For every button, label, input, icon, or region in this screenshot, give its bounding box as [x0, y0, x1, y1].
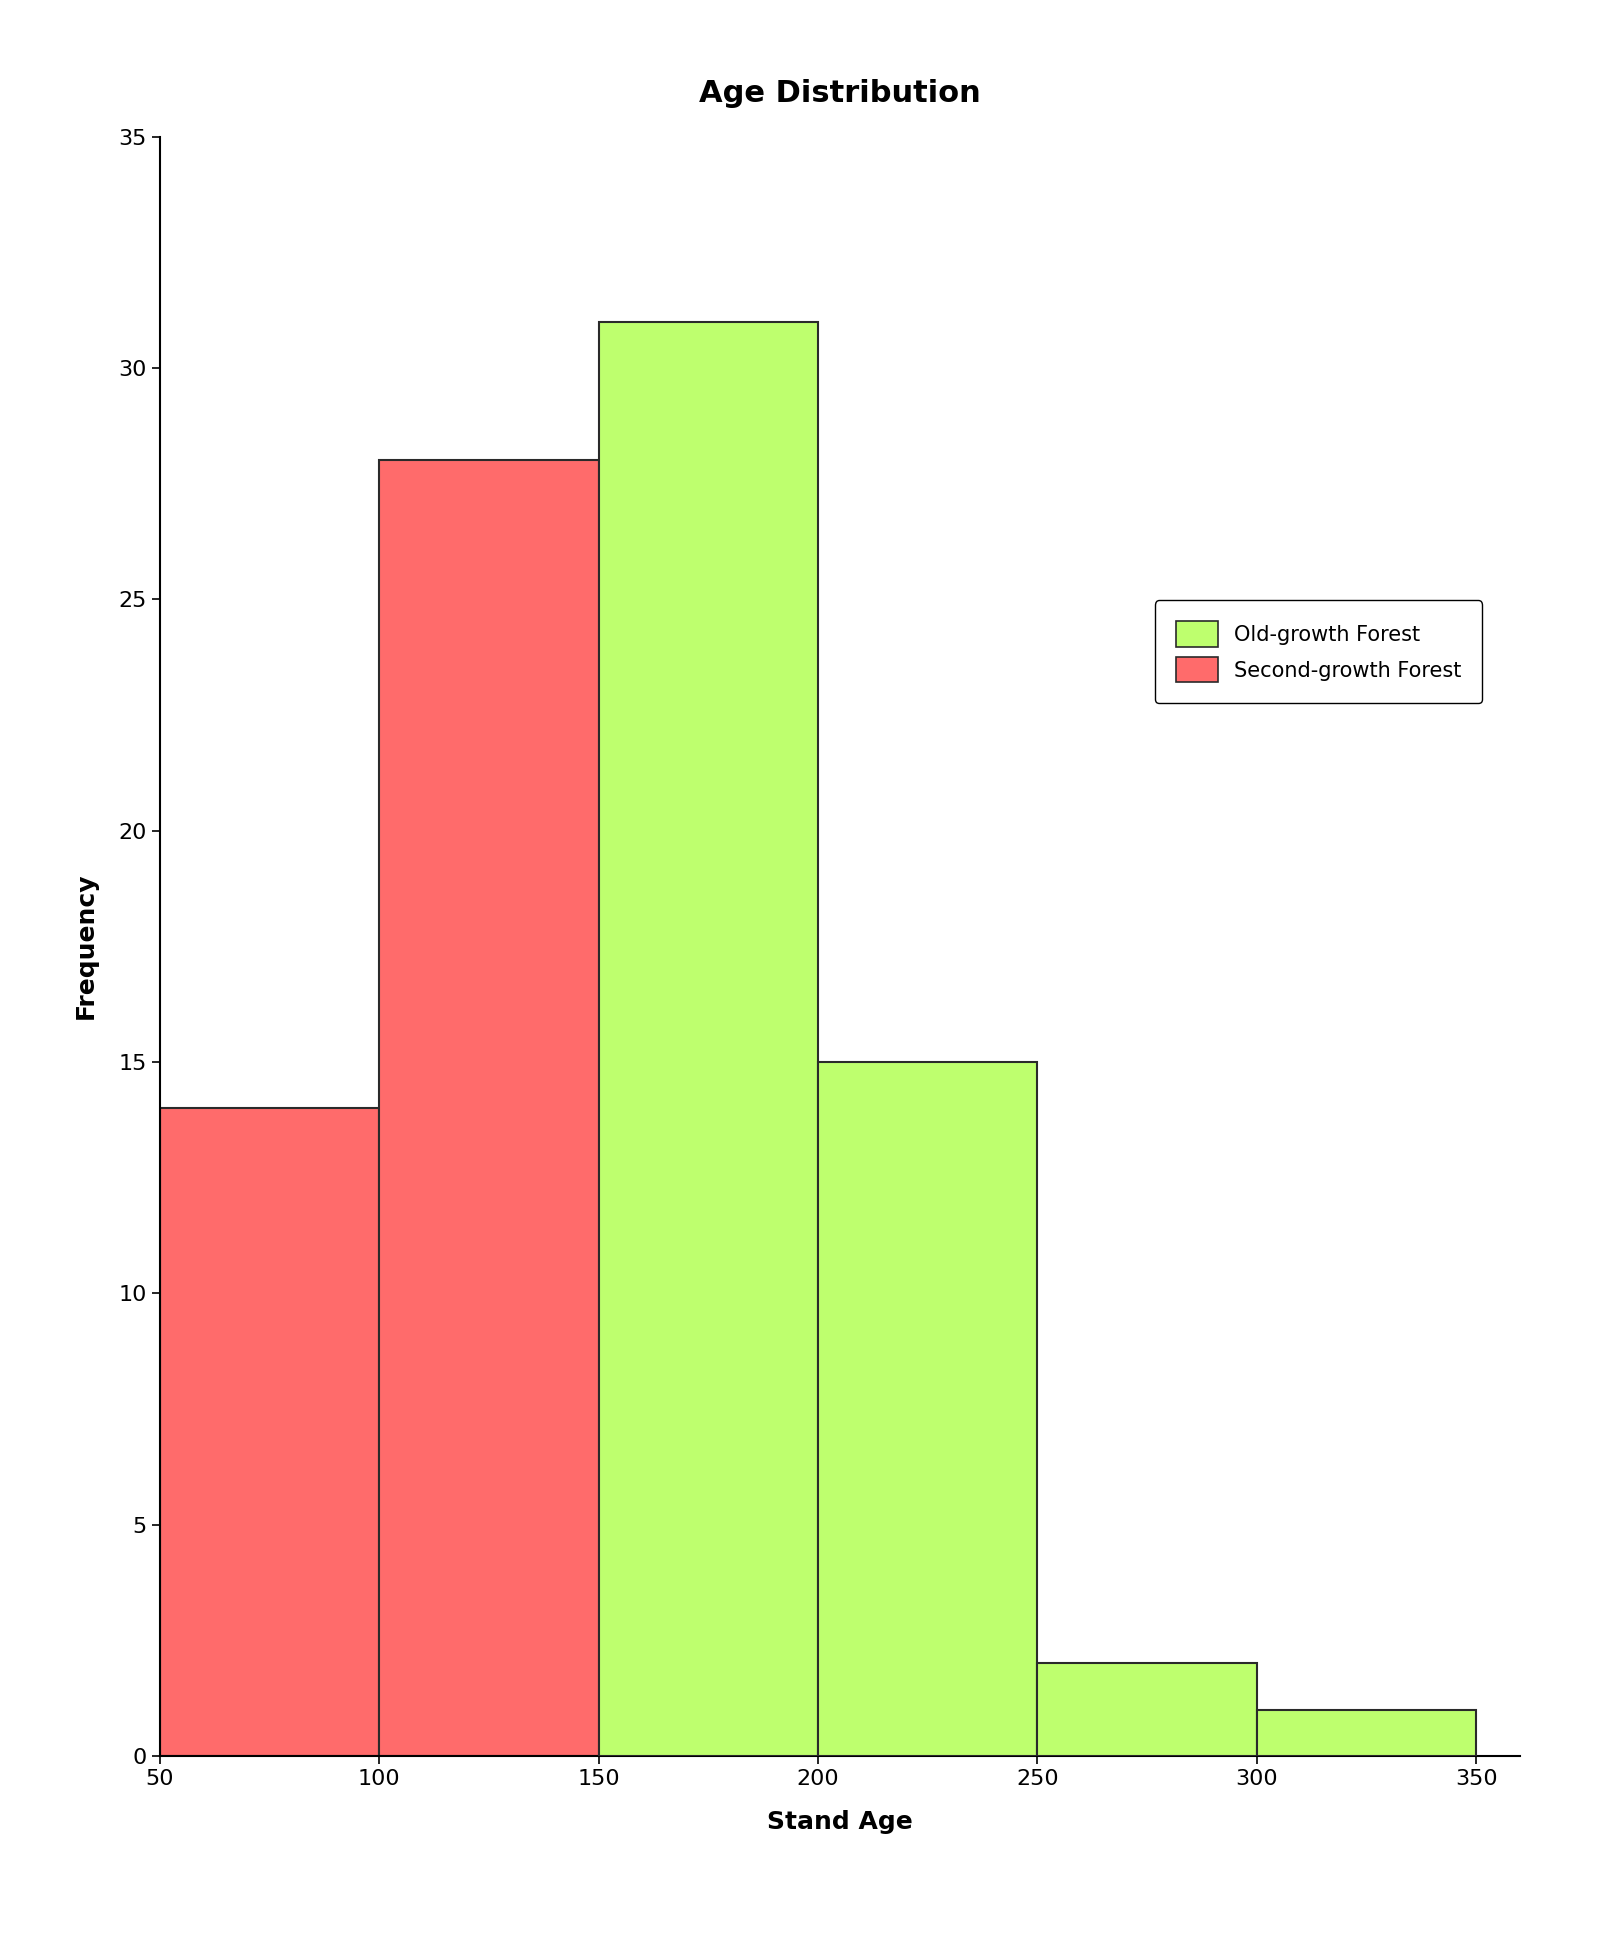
Bar [1256, 1709, 1477, 1756]
Bar [1037, 1664, 1256, 1756]
Bar [160, 1108, 379, 1756]
Bar [379, 460, 598, 1756]
Y-axis label: Frequency: Frequency [74, 872, 98, 1020]
Bar [818, 1061, 1037, 1756]
Bar [598, 322, 818, 1756]
X-axis label: Stand Age: Stand Age [766, 1811, 914, 1834]
Legend: Old-growth Forest, Second-growth Forest: Old-growth Forest, Second-growth Forest [1155, 601, 1482, 702]
Title: Age Distribution: Age Distribution [699, 78, 981, 107]
